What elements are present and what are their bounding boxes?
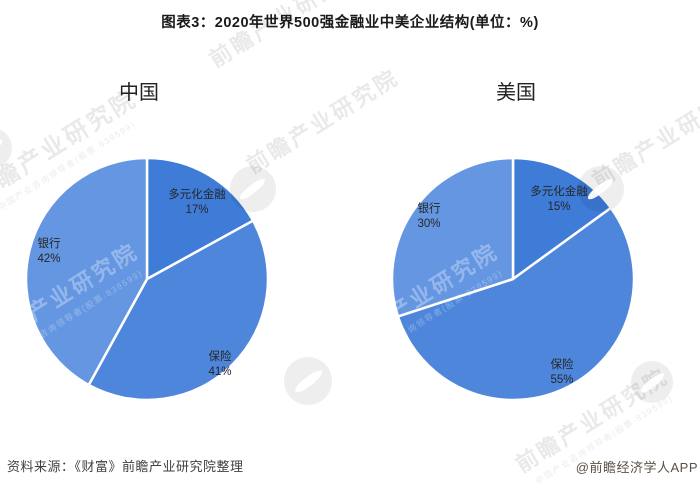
slice-name: 保险 (208, 351, 232, 363)
slice-value: 30% (417, 218, 441, 230)
slice-name: 多元化金融 (530, 186, 588, 198)
source-note: 资料来源：《财富》前瞻产业研究院整理 (7, 459, 244, 474)
slice-value: 15% (547, 201, 571, 213)
watermark-logo-icon (284, 357, 332, 405)
pie-chart-usa (390, 156, 636, 402)
pie-title-usa: 美国 (496, 82, 536, 104)
label-china-bank: 银行 42% (37, 237, 60, 267)
label-china-insurance: 保险 41% (208, 350, 231, 380)
pie-slice-china-1 (87, 219, 270, 402)
pie-title-china: 中国 (119, 82, 159, 104)
slice-value: 42% (37, 253, 61, 265)
pie-slice-usa-2 (390, 156, 515, 318)
label-usa-insurance: 保险 55% (550, 358, 573, 388)
slice-name: 银行 (37, 238, 61, 250)
slice-name: 银行 (417, 203, 441, 215)
pie-slice-usa-1 (396, 206, 636, 402)
pie-chart-china (24, 156, 270, 402)
slice-name: 保险 (550, 359, 574, 371)
pie-slice-china-0 (145, 156, 255, 281)
label-usa-bank: 银行 30% (417, 202, 440, 232)
slice-value: 41% (208, 366, 232, 378)
slice-name: 多元化金融 (168, 189, 226, 201)
pie-slice-china-2 (24, 156, 149, 387)
credit-note: @前瞻经济学人APP (575, 460, 698, 475)
page-title: 图表3：2020年世界500强金融业中美企业结构(单位：%) (161, 15, 539, 31)
slice-value: 55% (550, 374, 574, 386)
label-china-diversified-finance: 多元化金融 17% (168, 188, 226, 218)
label-usa-diversified-finance: 多元化金融 15% (530, 185, 588, 215)
pie-slice-usa-0 (511, 156, 613, 281)
watermark-logo-icon (0, 128, 12, 168)
slice-value: 17% (185, 204, 209, 216)
